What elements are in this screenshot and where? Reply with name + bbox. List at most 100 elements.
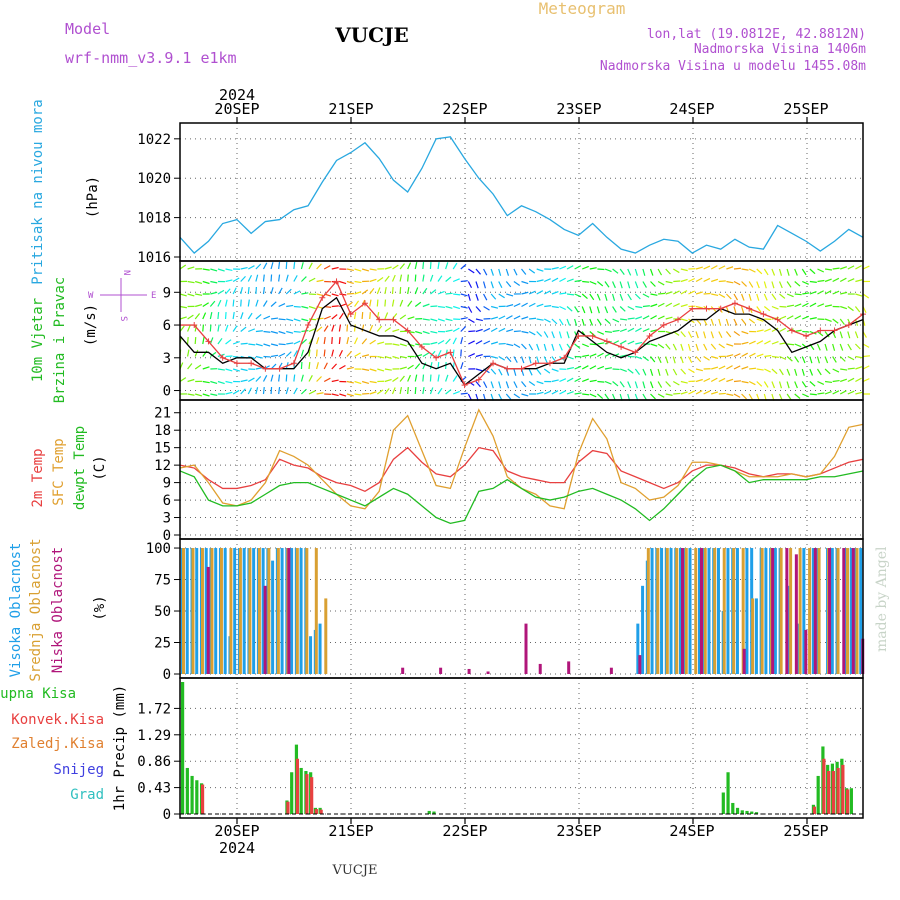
- gust-point: [433, 354, 440, 361]
- wind-barb: [468, 318, 475, 324]
- wind-barb: [687, 331, 693, 338]
- wind-barb: [187, 363, 193, 370]
- wind-barb: [308, 390, 316, 395]
- clouds-bar: [735, 548, 739, 674]
- wind-barb: [285, 288, 292, 295]
- elevation-text: Nadmorska Visina 1406m: [694, 42, 866, 57]
- wind-barb: [832, 290, 840, 295]
- gust-point: [276, 365, 283, 372]
- wind-barb: [194, 324, 198, 332]
- wind-barb: [756, 368, 764, 371]
- wind-barb: [521, 343, 527, 350]
- model-name: wrf-nmm_v3.9.1 e1km: [65, 49, 237, 67]
- wind-barb: [498, 315, 506, 320]
- wind-barb: [748, 318, 756, 324]
- wind-barb: [263, 330, 271, 333]
- wind-barb: [558, 331, 562, 339]
- wind-barb: [255, 299, 259, 307]
- wind-barb: [680, 278, 688, 283]
- wind-barb: [505, 281, 512, 288]
- wind-barb: [703, 277, 711, 283]
- wind-barb: [718, 280, 726, 283]
- wind-barb: [680, 331, 686, 338]
- clouds-bar: [646, 548, 650, 674]
- y-tick-label: 1016: [137, 250, 171, 266]
- clouds-bar: [732, 548, 736, 674]
- wind-barb: [726, 393, 734, 396]
- clouds-bar: [699, 548, 703, 674]
- bottom-day-label-2: 22SEP: [442, 822, 487, 840]
- wind-barb: [611, 293, 616, 301]
- wind-barb: [369, 368, 377, 372]
- wind-barb: [733, 280, 741, 286]
- wind-barb: [369, 278, 377, 283]
- wind-barb: [498, 293, 505, 299]
- wind-barb: [786, 368, 791, 376]
- wind-barb: [581, 318, 585, 326]
- wind-barb: [316, 392, 324, 395]
- wind-barb: [483, 305, 490, 311]
- y-tick-label: 3: [163, 351, 171, 367]
- wind-barb: [217, 337, 223, 345]
- wind-barb: [597, 268, 605, 271]
- wind-barb: [619, 281, 623, 289]
- wind-barb: [741, 281, 747, 287]
- wind-barb: [802, 292, 810, 295]
- bottom-day-label-5: 25SEP: [783, 822, 828, 840]
- wind-barb: [771, 381, 776, 389]
- wind-barb: [179, 316, 187, 320]
- wind-barb: [255, 376, 262, 382]
- wind-barb: [475, 340, 483, 345]
- wind-barb: [513, 356, 518, 363]
- wind-barb: [361, 268, 370, 272]
- wind-barb: [498, 268, 502, 276]
- precip-bar: [295, 758, 300, 814]
- y-tick-label: 9: [163, 285, 171, 301]
- wind-barb: [437, 318, 445, 322]
- wind-barb: [771, 368, 778, 375]
- wind-barb: [376, 299, 379, 307]
- cloud-label-high: Visoka Oblacnost: [8, 543, 24, 678]
- wind-barb: [718, 365, 726, 370]
- wind-barb: [536, 356, 540, 364]
- wind-barb: [710, 343, 717, 350]
- meteogram-label: Meteogram: [539, 0, 626, 18]
- wind-barb: [847, 306, 854, 312]
- clouds-bar: [802, 548, 806, 674]
- wind-barb: [453, 305, 461, 310]
- wind-barb: [331, 336, 333, 345]
- wind-barb: [308, 375, 313, 382]
- wind-barb: [771, 340, 779, 345]
- temperature-series-0: [179, 446, 864, 493]
- wind-barb: [559, 277, 566, 283]
- wind-barb: [581, 265, 589, 270]
- wind-barb: [794, 343, 802, 348]
- wind-barb: [429, 362, 433, 370]
- clouds-bar: [811, 548, 815, 674]
- grid-layer: [180, 123, 863, 818]
- wind-barb: [816, 368, 822, 376]
- wind-barb: [225, 339, 232, 345]
- wind-barb: [551, 343, 555, 351]
- wind-barb: [270, 262, 274, 270]
- wind-barb: [187, 324, 191, 332]
- clouds-bar: [817, 548, 821, 674]
- wind-barb: [551, 291, 559, 295]
- wind-barb: [756, 268, 763, 275]
- wind-barb: [445, 374, 449, 382]
- wind-barb: [673, 392, 681, 395]
- wind-barb: [429, 261, 432, 270]
- wind-barb: [574, 365, 582, 370]
- wind-barb: [521, 302, 528, 308]
- gust-point: [774, 316, 781, 323]
- wind-barb: [741, 352, 749, 358]
- wind-barb: [187, 393, 195, 396]
- wind-barb: [756, 340, 764, 345]
- clouds-bar: [295, 548, 299, 674]
- wind-barb: [855, 355, 863, 359]
- wind-barb: [498, 381, 502, 389]
- wind-barb: [490, 341, 499, 345]
- wind-barb: [407, 300, 413, 307]
- wind-barb: [574, 343, 581, 349]
- wind-barb: [513, 393, 521, 399]
